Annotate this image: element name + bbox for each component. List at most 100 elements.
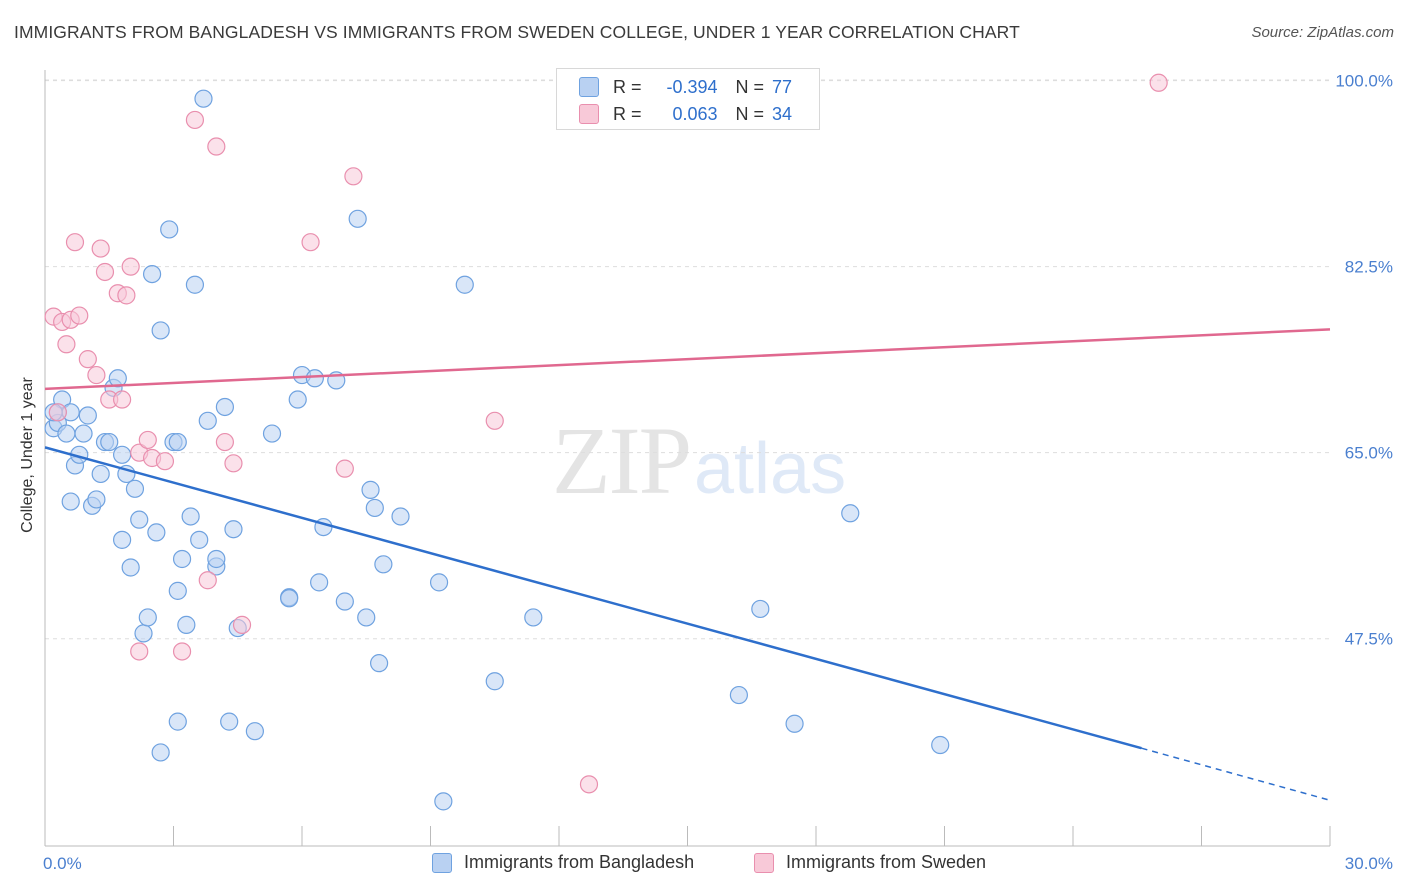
legend-item-sweden[interactable]: Immigrants from Sweden — [754, 852, 986, 873]
sweden-point — [232, 615, 252, 634]
y-tick-label: 100.0% — [1335, 72, 1393, 91]
r-value: 0.063 — [672, 103, 718, 124]
bangladesh-point — [215, 397, 234, 417]
bangladesh-point — [61, 492, 80, 511]
bangladesh-point — [434, 792, 453, 811]
bangladesh-point — [785, 714, 804, 733]
bangladesh-point — [177, 615, 196, 634]
sweden-point — [117, 286, 136, 305]
bangladesh-point — [485, 672, 504, 691]
bangladesh-point — [87, 490, 106, 509]
bangladesh-point — [57, 424, 76, 443]
sweden-point — [185, 110, 205, 130]
bangladesh-point — [112, 530, 132, 549]
bangladesh-point — [729, 685, 749, 705]
bangladesh-point — [147, 523, 166, 542]
bangladesh-point — [391, 507, 410, 526]
bangladesh-point — [112, 445, 132, 464]
x-tick-label: 0.0% — [43, 854, 82, 873]
bangladesh-point — [130, 510, 149, 529]
y-tick-label: 65.0% — [1345, 444, 1393, 463]
bangladesh-point — [194, 89, 213, 108]
bangladesh-point — [198, 411, 217, 430]
bangladesh-point — [841, 504, 860, 523]
sweden-point — [48, 403, 67, 422]
sweden-point — [121, 257, 140, 276]
sweden-point — [301, 233, 320, 252]
sweden-point — [138, 430, 157, 450]
sweden-point — [335, 459, 354, 478]
sweden-point — [87, 365, 106, 385]
axes — [44, 70, 1331, 847]
bangladesh-point — [262, 424, 282, 443]
y-tick-label: 47.5% — [1345, 630, 1393, 649]
bangladesh-point — [245, 722, 264, 741]
n-label: N = — [735, 103, 765, 124]
bangladesh-point — [335, 592, 354, 611]
trend-lines — [44, 328, 1331, 802]
bangladesh-point — [151, 321, 170, 340]
legend-item-bangladesh[interactable]: Immigrants from Bangladesh — [432, 852, 694, 873]
sweden-point — [579, 775, 599, 794]
r-label: R = — [613, 76, 642, 97]
bangladesh-point — [370, 654, 389, 673]
sweden-swatch — [579, 104, 599, 124]
bangladesh-point — [220, 712, 239, 731]
sweden-point — [1149, 73, 1168, 92]
n-label: N = — [735, 76, 765, 97]
sweden-point — [65, 233, 85, 252]
n-value: 34 — [772, 103, 793, 124]
sweden-point — [95, 262, 115, 282]
bangladesh-point — [305, 369, 324, 388]
bangladesh-point — [931, 735, 950, 755]
bangladesh-point — [168, 432, 187, 452]
bangladesh-point — [172, 549, 192, 569]
y-tick-label: 82.5% — [1345, 258, 1393, 277]
sweden-point — [112, 390, 132, 409]
stats-legend: R = -0.394 N = 77 R = 0.063 N = 34 — [556, 68, 820, 130]
data-points — [44, 73, 1168, 811]
sweden-point — [91, 239, 110, 258]
sweden-point — [70, 306, 89, 325]
bangladesh-point — [185, 275, 205, 294]
bangladesh-point — [280, 589, 299, 608]
bangladesh-swatch — [579, 77, 599, 97]
sweden-point — [344, 167, 363, 186]
bangladesh-point — [455, 275, 474, 294]
sweden-point — [224, 454, 243, 473]
bangladesh-point — [190, 530, 209, 549]
bangladesh-point — [121, 558, 140, 577]
chart-title: IMMIGRANTS FROM BANGLADESH VS IMMIGRANTS… — [14, 22, 1020, 42]
sweden-point — [57, 335, 76, 354]
sweden-point — [485, 411, 504, 430]
bangladesh-point — [181, 507, 200, 526]
bangladesh-point — [100, 432, 119, 452]
bangladesh-point — [429, 573, 449, 592]
bangladesh-point — [361, 480, 380, 499]
r-label: R = — [613, 103, 642, 124]
sweden-point — [172, 642, 192, 661]
n-value: 77 — [772, 76, 793, 97]
sweden-point — [78, 350, 97, 369]
bangladesh-point — [374, 555, 393, 574]
r-value: -0.394 — [666, 76, 718, 97]
bangladesh-point — [74, 424, 93, 443]
bangladesh-point — [151, 743, 170, 762]
bangladesh-point — [348, 209, 367, 228]
sweden-point — [207, 137, 226, 156]
bangladesh-point — [365, 498, 384, 518]
bangladesh-point — [125, 479, 145, 498]
bangladesh-point — [134, 624, 153, 643]
bangladesh-trend-extension — [1141, 747, 1331, 802]
legend-label-bangladesh: Immigrants from Bangladesh — [464, 852, 695, 872]
bangladesh-point — [751, 599, 770, 619]
bangladesh-point — [78, 406, 97, 425]
stats-row-sweden: R = 0.063 N = 34 — [579, 102, 792, 126]
sweden-swatch — [754, 852, 774, 873]
bangladesh-point — [160, 220, 179, 239]
bangladesh-point — [524, 608, 543, 627]
bangladesh-point — [91, 464, 110, 484]
sweden-point — [198, 571, 217, 590]
series-legend: Immigrants from Bangladesh Immigrants fr… — [0, 852, 1406, 878]
